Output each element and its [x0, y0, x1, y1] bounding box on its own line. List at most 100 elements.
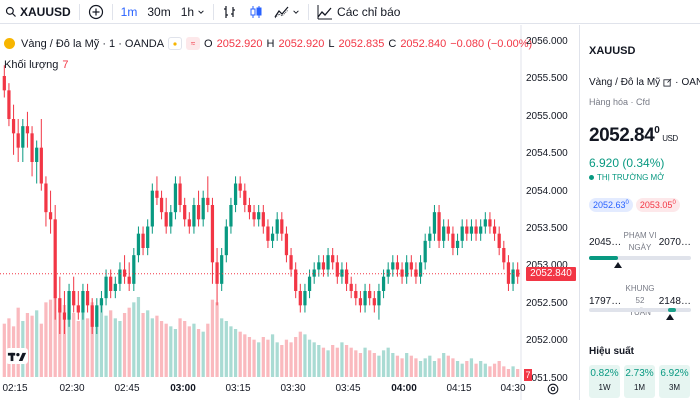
close-value: 2052.840: [400, 37, 447, 50]
volume-bar: [178, 318, 182, 377]
candle-body: [289, 255, 293, 270]
time-axis-label: 03:45: [335, 383, 361, 394]
day-range-label-1: PHẠM VI: [623, 231, 657, 240]
volume-bar: [418, 361, 423, 377]
candle: [479, 219, 483, 241]
symbol-details-panel: XAUUSD Vàng / Đô la Mỹ · OANDA Hàng hóa …: [579, 25, 700, 400]
candle-body: [67, 291, 71, 320]
candle: [298, 283, 302, 313]
volume-bar: [340, 342, 344, 377]
volume-bar: [243, 334, 247, 377]
bar-style-button[interactable]: [217, 0, 243, 24]
timeframe-1h-button[interactable]: 1h: [176, 0, 210, 24]
price-chart[interactable]: [0, 25, 578, 400]
volume-bar: [451, 358, 455, 377]
volume-bar: [224, 321, 228, 377]
candle-body: [460, 226, 464, 241]
symbol-search-button[interactable]: XAUUSD: [0, 0, 76, 24]
candle: [381, 269, 386, 299]
candle: [146, 219, 150, 256]
candle: [44, 176, 48, 227]
ask-fraction: 0: [672, 200, 676, 206]
chart-pane[interactable]: Vàng / Đô la Mỹ · 1 · OANDA ≈ O 2052.920 …: [0, 25, 578, 400]
performance-1m[interactable]: 2.73% 1M: [624, 365, 655, 398]
candle: [469, 219, 474, 241]
volume-bar: [201, 331, 205, 377]
compare-symbol-button[interactable]: [83, 0, 109, 24]
area-chart-icon: [274, 6, 289, 18]
gear-icon[interactable]: [546, 382, 560, 396]
candle: [220, 248, 224, 291]
candle-body: [187, 219, 191, 227]
candle: [21, 119, 25, 162]
volume-bar: [381, 350, 386, 377]
candle-body: [178, 183, 182, 205]
volume-bar: [261, 337, 265, 377]
candle: [127, 262, 131, 291]
timeframe-30m-button[interactable]: 30m: [142, 0, 175, 24]
timeframe-1h-label: 1h: [180, 4, 195, 19]
candle: [150, 183, 154, 234]
candle-body: [220, 255, 224, 284]
performance-1w[interactable]: 0.82% 1W: [589, 365, 620, 398]
open-value: 2052.920: [216, 37, 263, 50]
timeframe-1m-button[interactable]: 1m: [116, 0, 143, 24]
volume-bar: [220, 318, 224, 377]
candle-body: [317, 262, 321, 270]
legend-wave-button[interactable]: ≈: [186, 37, 201, 50]
external-link-icon[interactable]: [663, 78, 672, 87]
change-value: −0.080 (−0.00%): [450, 37, 533, 50]
legend-eye-button[interactable]: [168, 37, 183, 50]
candles-style-button[interactable]: [243, 0, 269, 24]
candle: [81, 283, 85, 320]
candle: [270, 226, 275, 248]
candle-body: [423, 240, 427, 263]
volume-bar: [479, 361, 483, 377]
candle-body: [72, 291, 76, 306]
low-value: 2052.835: [338, 37, 385, 50]
candle: [243, 183, 247, 213]
time-axis-label: 03:30: [280, 383, 306, 394]
candle-body: [446, 226, 450, 234]
candle: [340, 262, 344, 284]
volume-bar: [377, 355, 381, 377]
candle: [39, 119, 43, 191]
volume-tag: 7: [524, 369, 532, 381]
candle-body: [303, 291, 307, 306]
candle: [201, 190, 205, 227]
candle-body: [377, 291, 381, 306]
candle: [488, 212, 492, 234]
candle: [474, 219, 478, 241]
candle-body: [409, 262, 413, 270]
indicators-button[interactable]: Các chỉ báo: [312, 0, 405, 24]
candle: [99, 291, 104, 313]
candle-body: [150, 190, 154, 227]
candle-body: [400, 269, 404, 277]
candle-body: [516, 269, 520, 277]
day-range-high: 2070…: [658, 236, 691, 248]
volume-bar: [62, 305, 67, 377]
candle: [266, 219, 270, 248]
candle: [247, 197, 252, 220]
candle: [391, 255, 395, 277]
performance-3m[interactable]: 6.92% 3M: [659, 365, 690, 398]
candle-body: [280, 219, 284, 234]
candle-body: [492, 226, 497, 234]
candle-body: [229, 205, 233, 227]
volume-bar: [395, 355, 400, 377]
market-status-label: THỊ TRƯỜNG MỞ: [597, 173, 665, 182]
area-style-button[interactable]: [269, 0, 305, 24]
candle-body: [395, 262, 400, 270]
volume-bar: [506, 369, 511, 377]
volume-bar: [127, 307, 131, 377]
candle: [30, 126, 34, 177]
volume-bar: [210, 299, 215, 377]
candle-body: [349, 283, 353, 291]
volume-bar: [280, 345, 284, 377]
candle-body: [127, 276, 131, 284]
candle: [368, 283, 372, 306]
tradingview-logo[interactable]: [6, 348, 28, 364]
volume-bar: [233, 329, 238, 377]
candle-body: [21, 126, 25, 148]
